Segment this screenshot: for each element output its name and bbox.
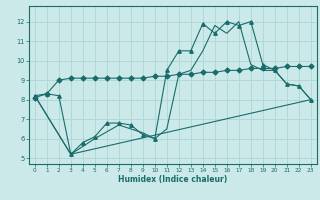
X-axis label: Humidex (Indice chaleur): Humidex (Indice chaleur): [118, 175, 228, 184]
